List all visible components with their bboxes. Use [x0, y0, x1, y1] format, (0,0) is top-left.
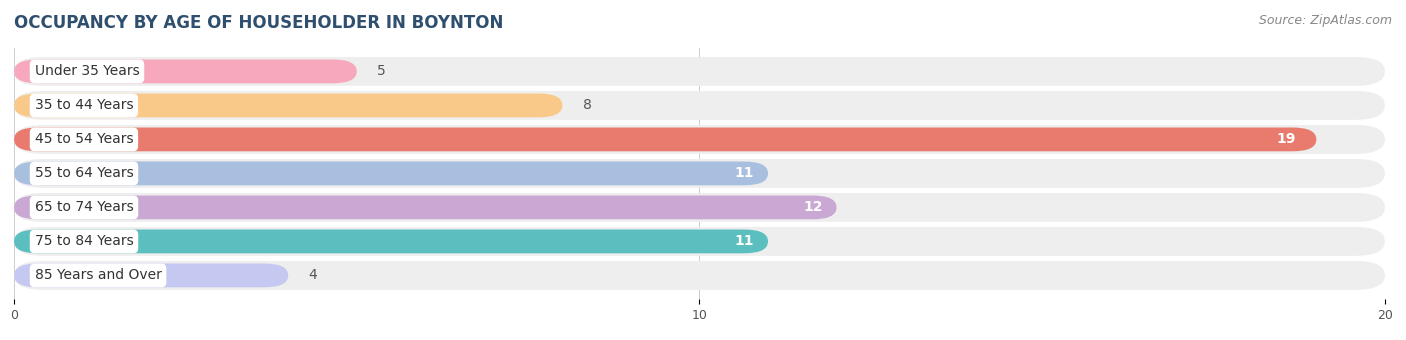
- FancyBboxPatch shape: [14, 264, 288, 287]
- FancyBboxPatch shape: [14, 261, 1385, 290]
- Text: 85 Years and Over: 85 Years and Over: [35, 268, 162, 283]
- FancyBboxPatch shape: [14, 193, 1385, 222]
- Text: 19: 19: [1277, 132, 1296, 147]
- Text: OCCUPANCY BY AGE OF HOUSEHOLDER IN BOYNTON: OCCUPANCY BY AGE OF HOUSEHOLDER IN BOYNT…: [14, 14, 503, 32]
- Text: 11: 11: [735, 234, 755, 249]
- FancyBboxPatch shape: [14, 162, 768, 185]
- Text: 12: 12: [803, 200, 823, 215]
- Text: 55 to 64 Years: 55 to 64 Years: [35, 166, 134, 181]
- FancyBboxPatch shape: [14, 128, 1316, 151]
- FancyBboxPatch shape: [14, 227, 1385, 256]
- FancyBboxPatch shape: [14, 57, 1385, 86]
- Text: 75 to 84 Years: 75 to 84 Years: [35, 234, 134, 249]
- Text: 35 to 44 Years: 35 to 44 Years: [35, 98, 134, 113]
- Text: 5: 5: [377, 64, 387, 79]
- Text: Under 35 Years: Under 35 Years: [35, 64, 139, 79]
- Text: Source: ZipAtlas.com: Source: ZipAtlas.com: [1258, 14, 1392, 27]
- FancyBboxPatch shape: [14, 230, 768, 253]
- FancyBboxPatch shape: [14, 125, 1385, 154]
- FancyBboxPatch shape: [14, 195, 837, 219]
- Text: 11: 11: [735, 166, 755, 181]
- Text: 4: 4: [309, 268, 318, 283]
- FancyBboxPatch shape: [14, 94, 562, 117]
- FancyBboxPatch shape: [14, 91, 1385, 120]
- Text: 65 to 74 Years: 65 to 74 Years: [35, 200, 134, 215]
- FancyBboxPatch shape: [14, 159, 1385, 188]
- FancyBboxPatch shape: [14, 59, 357, 83]
- Text: 45 to 54 Years: 45 to 54 Years: [35, 132, 134, 147]
- Text: 8: 8: [583, 98, 592, 113]
